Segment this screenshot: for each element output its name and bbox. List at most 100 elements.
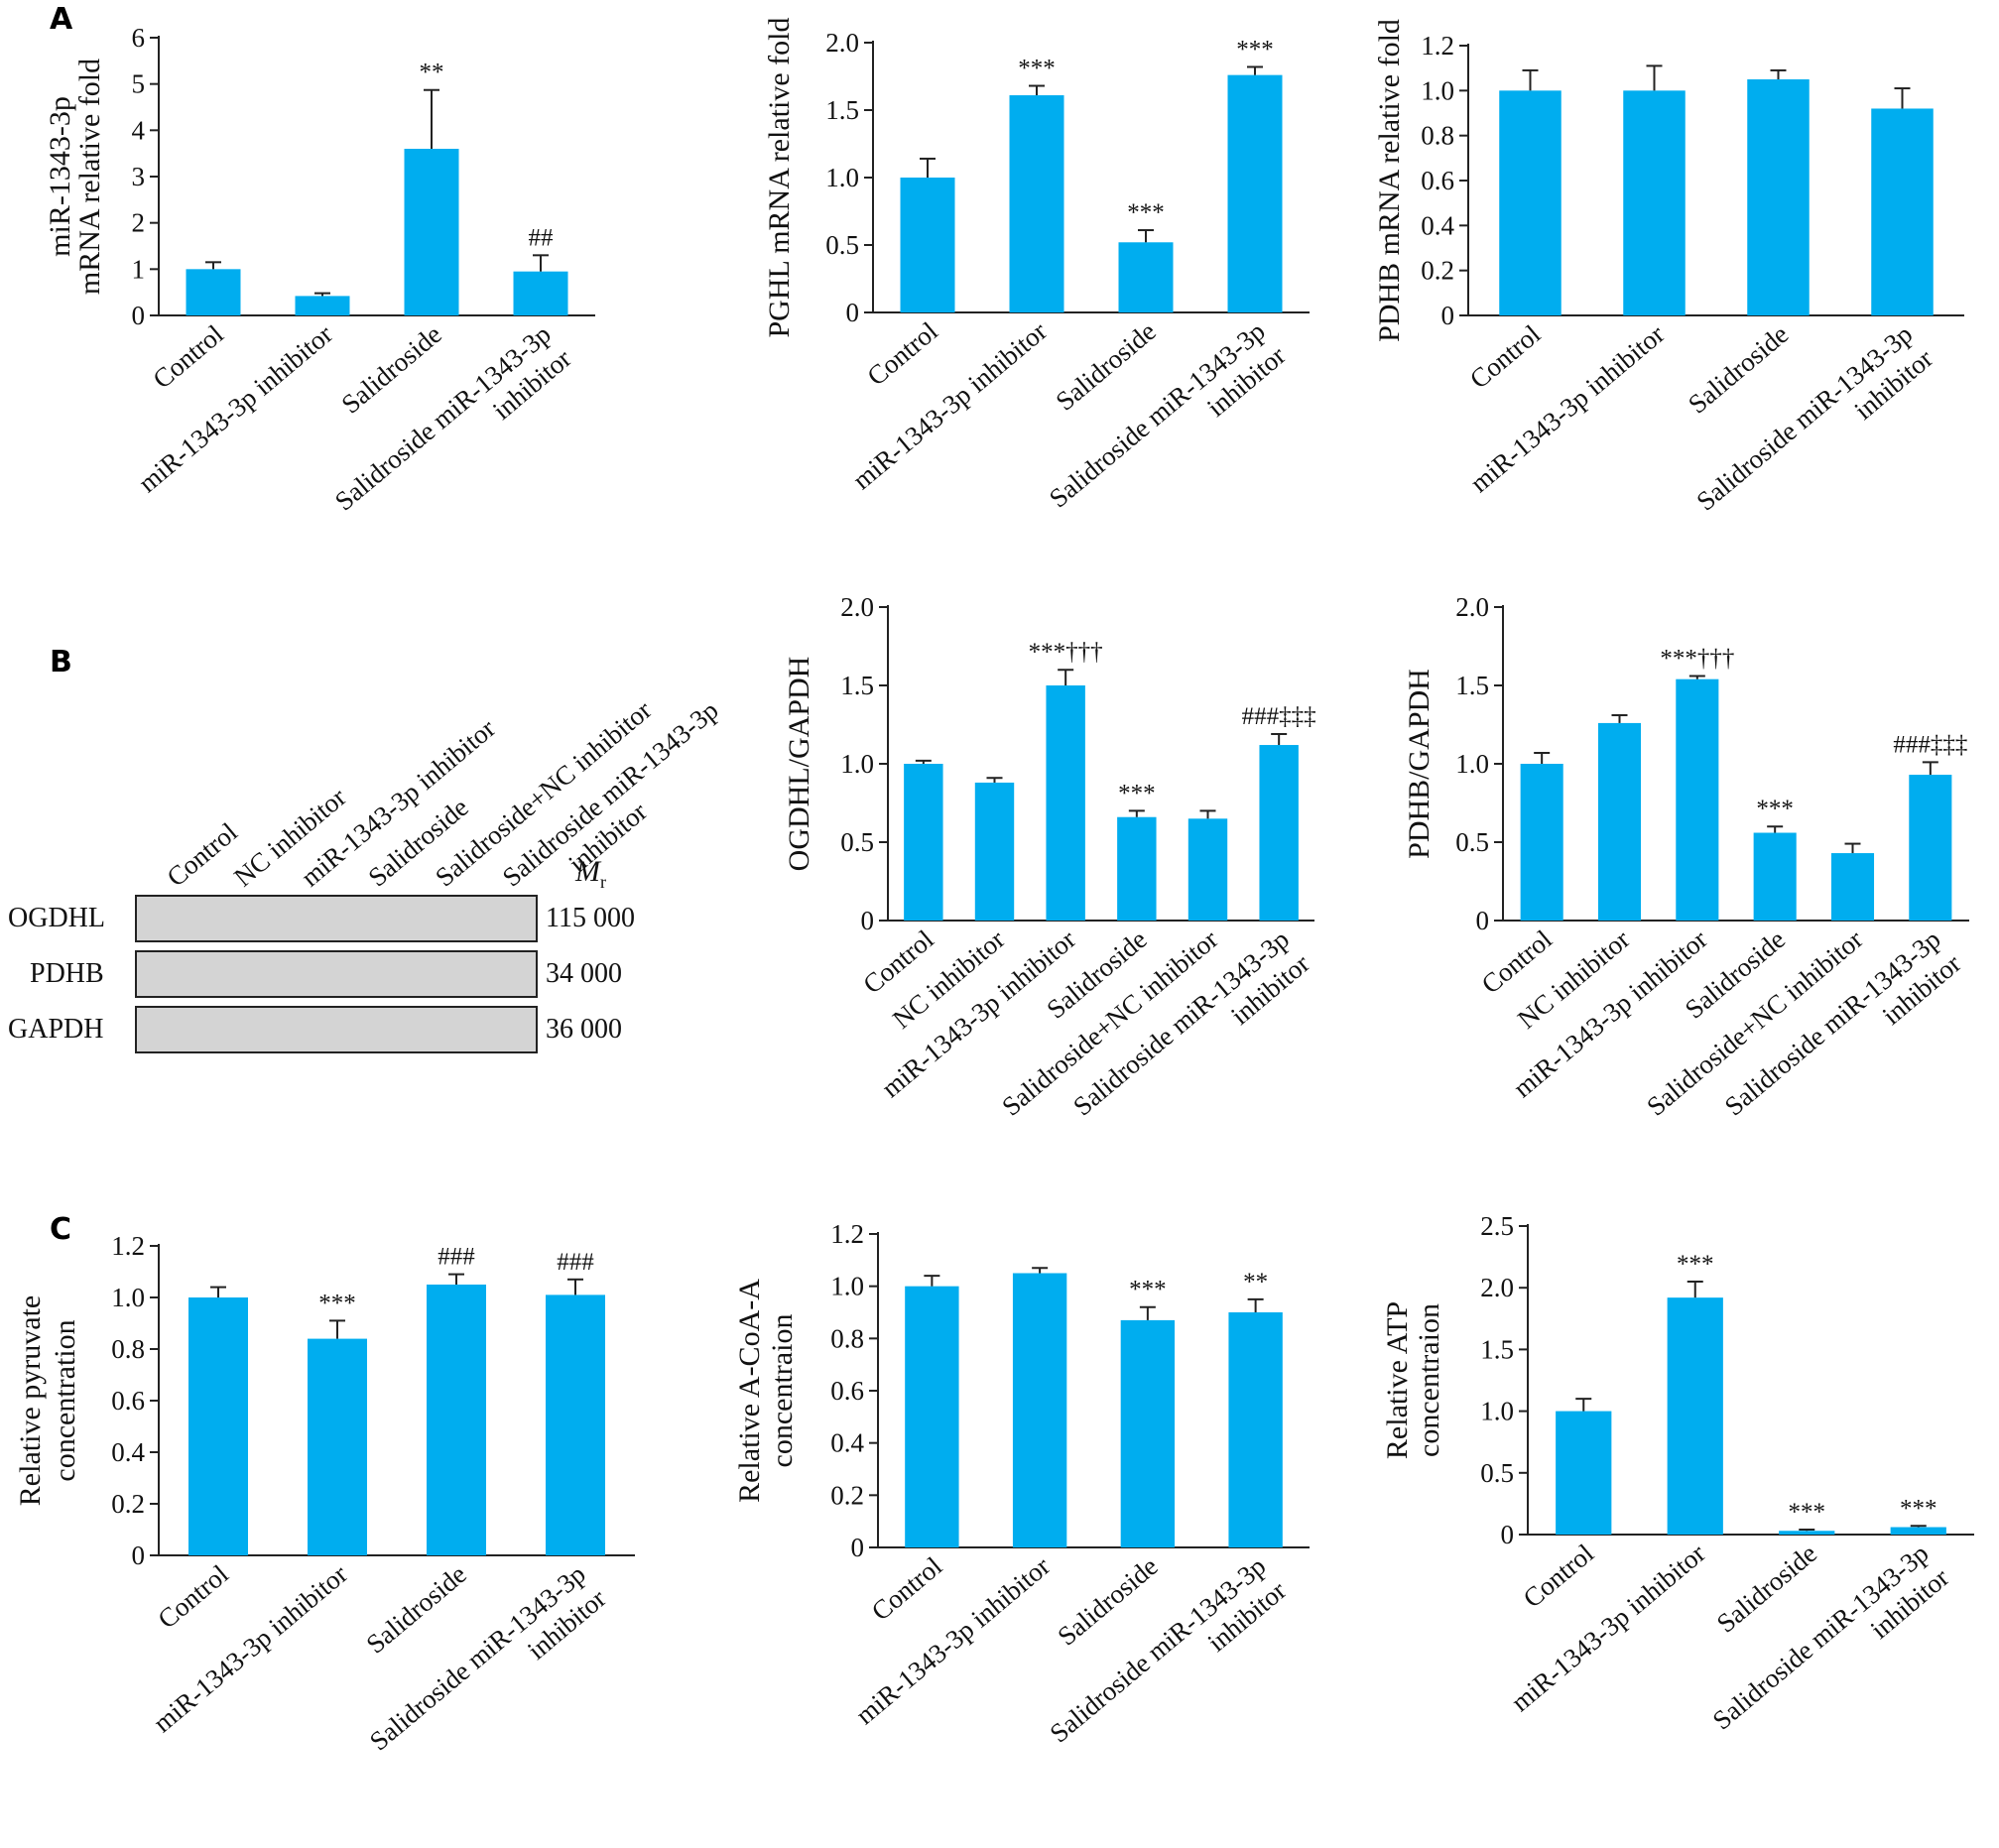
bar xyxy=(546,1294,605,1555)
bar xyxy=(1871,108,1934,315)
y-tick-label: 1.5 xyxy=(1480,1334,1514,1364)
bar xyxy=(1623,90,1686,315)
x-tick-label-line: Control xyxy=(1518,1539,1599,1614)
significance-label: ***††† xyxy=(1029,639,1103,666)
significance-label: ***††† xyxy=(1660,646,1734,673)
x-tick-label: Salidroside xyxy=(360,1559,471,1660)
significance-label: ###‡‡‡ xyxy=(1893,731,1967,758)
y-tick-label: 0.5 xyxy=(825,230,859,260)
bar xyxy=(188,1297,248,1555)
bar xyxy=(1779,1531,1835,1535)
bar xyxy=(1747,79,1810,315)
bar xyxy=(1676,678,1719,921)
y-tick-label: 1.0 xyxy=(830,1272,864,1301)
bar xyxy=(1556,1411,1612,1535)
y-tick-label: 0.5 xyxy=(840,827,874,857)
y-tick-label: 1.5 xyxy=(840,671,874,700)
bar xyxy=(1499,90,1562,315)
y-tick-label: 1.2 xyxy=(1421,31,1454,61)
significance-label: ## xyxy=(529,224,555,251)
bar xyxy=(1120,1319,1176,1547)
y-tick-label: 0.2 xyxy=(830,1480,864,1510)
y-tick-label: 5 xyxy=(132,69,146,99)
x-category-label: Control xyxy=(861,316,942,392)
significance-label: *** xyxy=(1900,1495,1937,1522)
bar xyxy=(1117,816,1157,921)
y-tick-label: 4 xyxy=(132,115,146,145)
y-axis-label-line: concentraion xyxy=(766,1314,799,1468)
y-tick-label: 0 xyxy=(861,906,875,935)
y-tick-label: 0 xyxy=(846,298,860,327)
y-tick-label: 1.2 xyxy=(830,1219,864,1249)
bar xyxy=(1597,722,1642,921)
chart-c1: 0 0.2 0.4 0.6 0.8 1.0 1.2 Relative pyruvate conc… xyxy=(14,1231,635,1757)
significance-label: ###‡‡‡ xyxy=(1242,703,1316,730)
bar xyxy=(1667,1297,1723,1535)
bar xyxy=(1890,1527,1946,1535)
y-tick-label: 0.2 xyxy=(1421,256,1454,286)
y-ticks: 0 0.5 1.0 1.5 2.0 xyxy=(1455,592,1503,935)
y-tick-label: 1.0 xyxy=(111,1283,145,1312)
x-category-label: Control xyxy=(866,1551,947,1627)
x-tick-label-line: Salidroside miR-1343-3p xyxy=(364,1559,591,1757)
y-axis-label-line: concentraion xyxy=(1413,1303,1445,1457)
significance-label: *** xyxy=(1789,1499,1826,1526)
x-tick-label: Salidroside xyxy=(1683,319,1794,420)
mr-label: Mr xyxy=(575,855,606,893)
bar xyxy=(1909,775,1952,921)
y-axis-label-line: Relative A-CoA-A xyxy=(733,1279,766,1503)
blot-strip-gapdh xyxy=(135,1006,538,1053)
x-tick-label: Salidroside xyxy=(1052,1551,1163,1652)
bar xyxy=(905,1286,959,1547)
x-category-label: miR-1343-3p inhibitor xyxy=(1505,1539,1710,1718)
significance-label: *** xyxy=(1756,796,1794,822)
x-category-label: Salidroside miR-1343-3pinhibitor xyxy=(1690,319,1938,517)
y-ticks: 0 0.2 0.4 0.6 0.8 1.0 1.2 xyxy=(1421,31,1468,330)
y-tick-label: 2.0 xyxy=(825,28,859,58)
y-tick-label: 1.5 xyxy=(1455,671,1489,700)
x-tick-label-line: Salidroside miR-1343-3p xyxy=(1045,1551,1272,1749)
x-tick-label: Control xyxy=(861,316,942,392)
x-tick-label: Salidroside xyxy=(1711,1539,1822,1639)
y-tick-label: 0.5 xyxy=(1480,1458,1514,1488)
y-tick-label: 1.0 xyxy=(1455,749,1489,779)
x-tick-label: Salidroside xyxy=(1050,316,1161,417)
x-category-label: Salidroside xyxy=(1711,1539,1822,1639)
y-ticks: 0 0.5 1.0 1.5 2.0 xyxy=(840,592,888,935)
x-category-label: miR-1343-3p inhibitor xyxy=(847,316,1053,496)
x-category-label: miR-1343-3p inhibitor xyxy=(850,1551,1056,1731)
y-tick-label: 1 xyxy=(132,254,146,284)
y-tick-label: 0 xyxy=(1441,301,1455,330)
y-ticks: 0 1 2 3 4 5 6 xyxy=(132,23,159,330)
y-tick-label: 1.0 xyxy=(1421,75,1454,105)
bar xyxy=(513,271,568,315)
blot-row-label-pdhb: PDHB xyxy=(30,958,104,989)
y-tick-label: 0.6 xyxy=(830,1376,864,1406)
x-tick-label: Salidroside miR-1343-3pinhibitor xyxy=(1044,316,1292,538)
y-tick-label: 2.0 xyxy=(1455,592,1489,622)
bar xyxy=(427,1285,486,1555)
y-tick-label: 0.6 xyxy=(111,1386,145,1416)
bar xyxy=(1830,853,1875,921)
y-tick-label: 3 xyxy=(132,162,146,191)
bar xyxy=(295,296,350,315)
x-category-label: Salidroside xyxy=(1052,1551,1163,1652)
bar xyxy=(904,764,943,921)
x-tick-label-line: Salidroside xyxy=(1052,1551,1163,1652)
bar xyxy=(308,1338,367,1555)
y-tick-label: 2.5 xyxy=(1480,1211,1514,1241)
y-tick-label: 1.0 xyxy=(840,749,874,779)
y-tick-label: 0.8 xyxy=(1421,121,1454,151)
significance-label: *** xyxy=(1018,56,1056,82)
y-tick-label: 2.0 xyxy=(840,592,874,622)
chart-c2: 0 0.2 0.4 0.6 0.8 1.0 1.2 Relative A-CoA-A conce… xyxy=(733,1219,1310,1749)
y-tick-label: 0.2 xyxy=(111,1489,145,1519)
western-blot: OGDHL PDHB GAPDH 115 000 34 000 36 000 M… xyxy=(0,0,694,1091)
y-tick-label: 0.8 xyxy=(830,1323,864,1353)
y-axis-label-line: concentration xyxy=(49,1319,81,1481)
x-tick-label-line: Control xyxy=(861,316,942,392)
x-category-label: miR-1343-3p inhibitor xyxy=(148,1559,353,1739)
